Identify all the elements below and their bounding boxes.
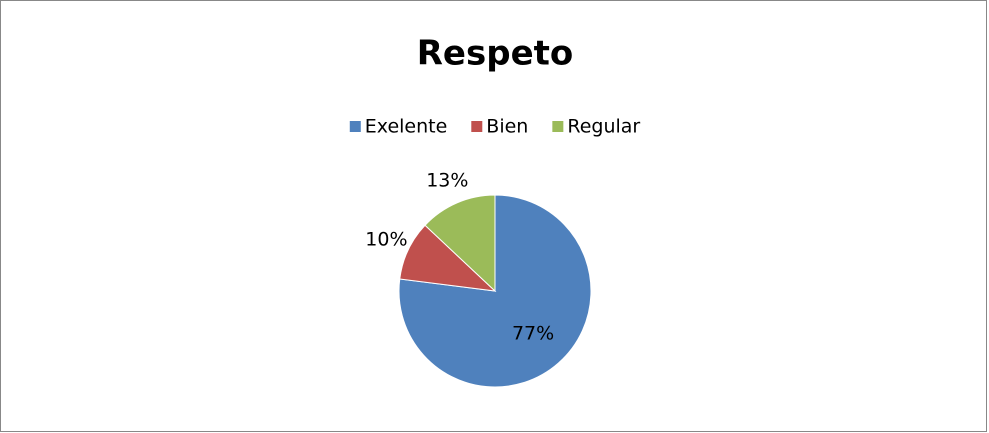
pie-slice bbox=[424, 194, 496, 293]
legend-label: Exelente bbox=[365, 116, 448, 138]
data-label: 13% bbox=[426, 169, 468, 191]
legend-swatch bbox=[552, 121, 564, 132]
chart-title: Respeto bbox=[417, 34, 574, 74]
data-label: 10% bbox=[365, 228, 407, 250]
legend-swatch bbox=[471, 121, 483, 132]
legend-label: Bien bbox=[486, 116, 528, 138]
legend-swatch bbox=[349, 121, 361, 132]
data-label: 77% bbox=[512, 323, 554, 345]
legend-label: Regular bbox=[567, 116, 640, 138]
